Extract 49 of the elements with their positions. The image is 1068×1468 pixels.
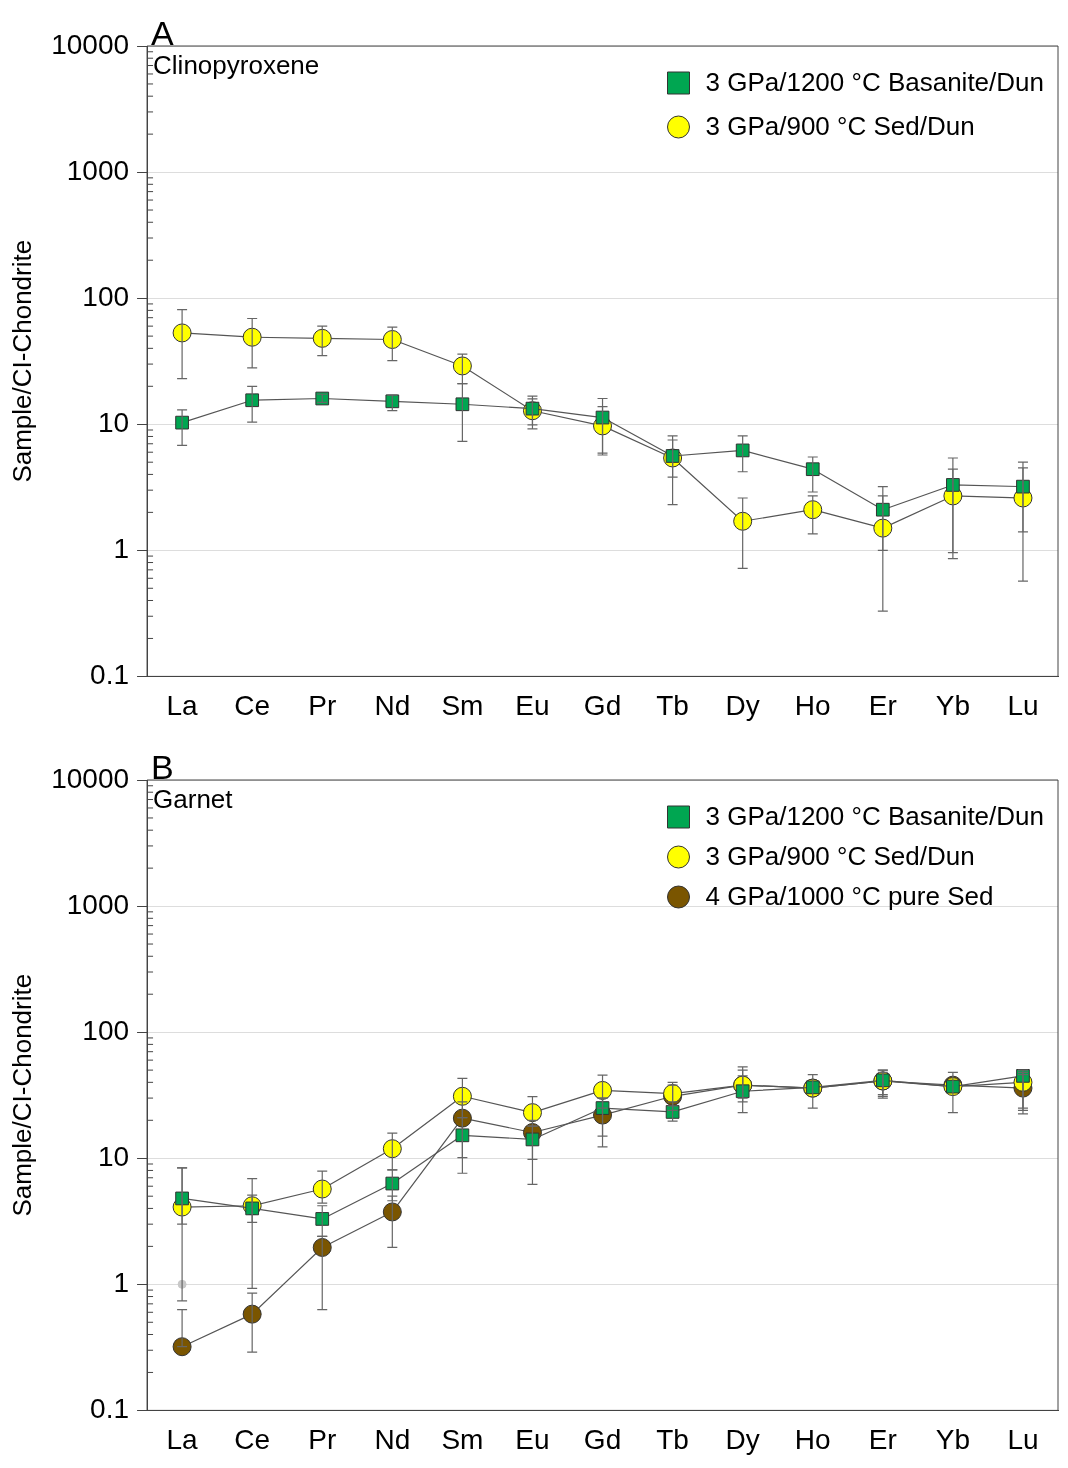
x-tick-label: Gd: [583, 1423, 622, 1455]
legend-label: 4 GPa/1000 °C pure Sed: [705, 881, 994, 912]
y-axis-title: Sample/CI-Chondrite: [6, 239, 37, 483]
y-tick-label: 10: [97, 406, 130, 438]
x-tick-label: La: [166, 689, 199, 721]
x-tick-label: Er: [868, 689, 897, 721]
x-tick-label: Nd: [374, 1423, 411, 1455]
x-tick-label: Tb: [656, 689, 689, 721]
y-tick-label: 0.1: [90, 1393, 130, 1425]
x-tick-label: Pr: [308, 1423, 337, 1455]
x-tick-label: Lu: [1007, 1423, 1039, 1455]
x-tick-label: Ce: [234, 1423, 271, 1455]
x-tick-label: Ho: [794, 1423, 831, 1455]
x-tick-label: Gd: [583, 689, 622, 721]
x-tick-label: Er: [868, 1423, 897, 1455]
x-tick-label: Tb: [656, 1423, 689, 1455]
annotation: Garnet: [153, 784, 234, 814]
annotation: Clinopyroxene: [153, 50, 320, 80]
y-tick-label: 1: [113, 1267, 130, 1299]
y-tick-label: 1000: [66, 154, 130, 186]
x-tick-label: Nd: [374, 689, 411, 721]
x-tick-label: Dy: [725, 689, 760, 721]
y-tick-label: 10000: [51, 762, 130, 794]
legend-label: 3 GPa/900 °C Sed/Dun: [705, 841, 975, 872]
y-tick-label: 100: [82, 280, 130, 312]
y-tick-label: 10: [97, 1140, 130, 1172]
y-tick-label: 1: [113, 533, 130, 565]
y-tick-label: 0.1: [90, 659, 130, 691]
x-tick-label: Yb: [935, 689, 971, 721]
x-tick-label: Eu: [515, 689, 550, 721]
x-tick-label: Eu: [515, 1423, 550, 1455]
legend-label: 3 GPa/1200 °C Basanite/Dun: [705, 801, 1044, 832]
x-tick-label: Ho: [794, 689, 831, 721]
x-tick-label: Ce: [234, 689, 271, 721]
chart-title: A: [151, 14, 175, 52]
x-tick-label: La: [166, 1423, 199, 1455]
x-tick-label: Dy: [725, 1423, 760, 1455]
x-tick-label: Pr: [308, 689, 337, 721]
x-tick-label: Sm: [441, 689, 484, 721]
x-tick-label: Yb: [935, 1423, 971, 1455]
legend-label: 3 GPa/1200 °C Basanite/Dun: [705, 67, 1044, 98]
chart-title: B: [151, 748, 174, 786]
x-tick-label: Sm: [441, 1423, 484, 1455]
y-tick-label: 1000: [66, 888, 130, 920]
y-tick-label: 100: [82, 1014, 130, 1046]
y-axis-title: Sample/CI-Chondrite: [6, 973, 37, 1217]
legend-label: 3 GPa/900 °C Sed/Dun: [705, 111, 975, 142]
y-tick-label: 10000: [51, 28, 130, 60]
x-tick-label: Lu: [1007, 689, 1039, 721]
